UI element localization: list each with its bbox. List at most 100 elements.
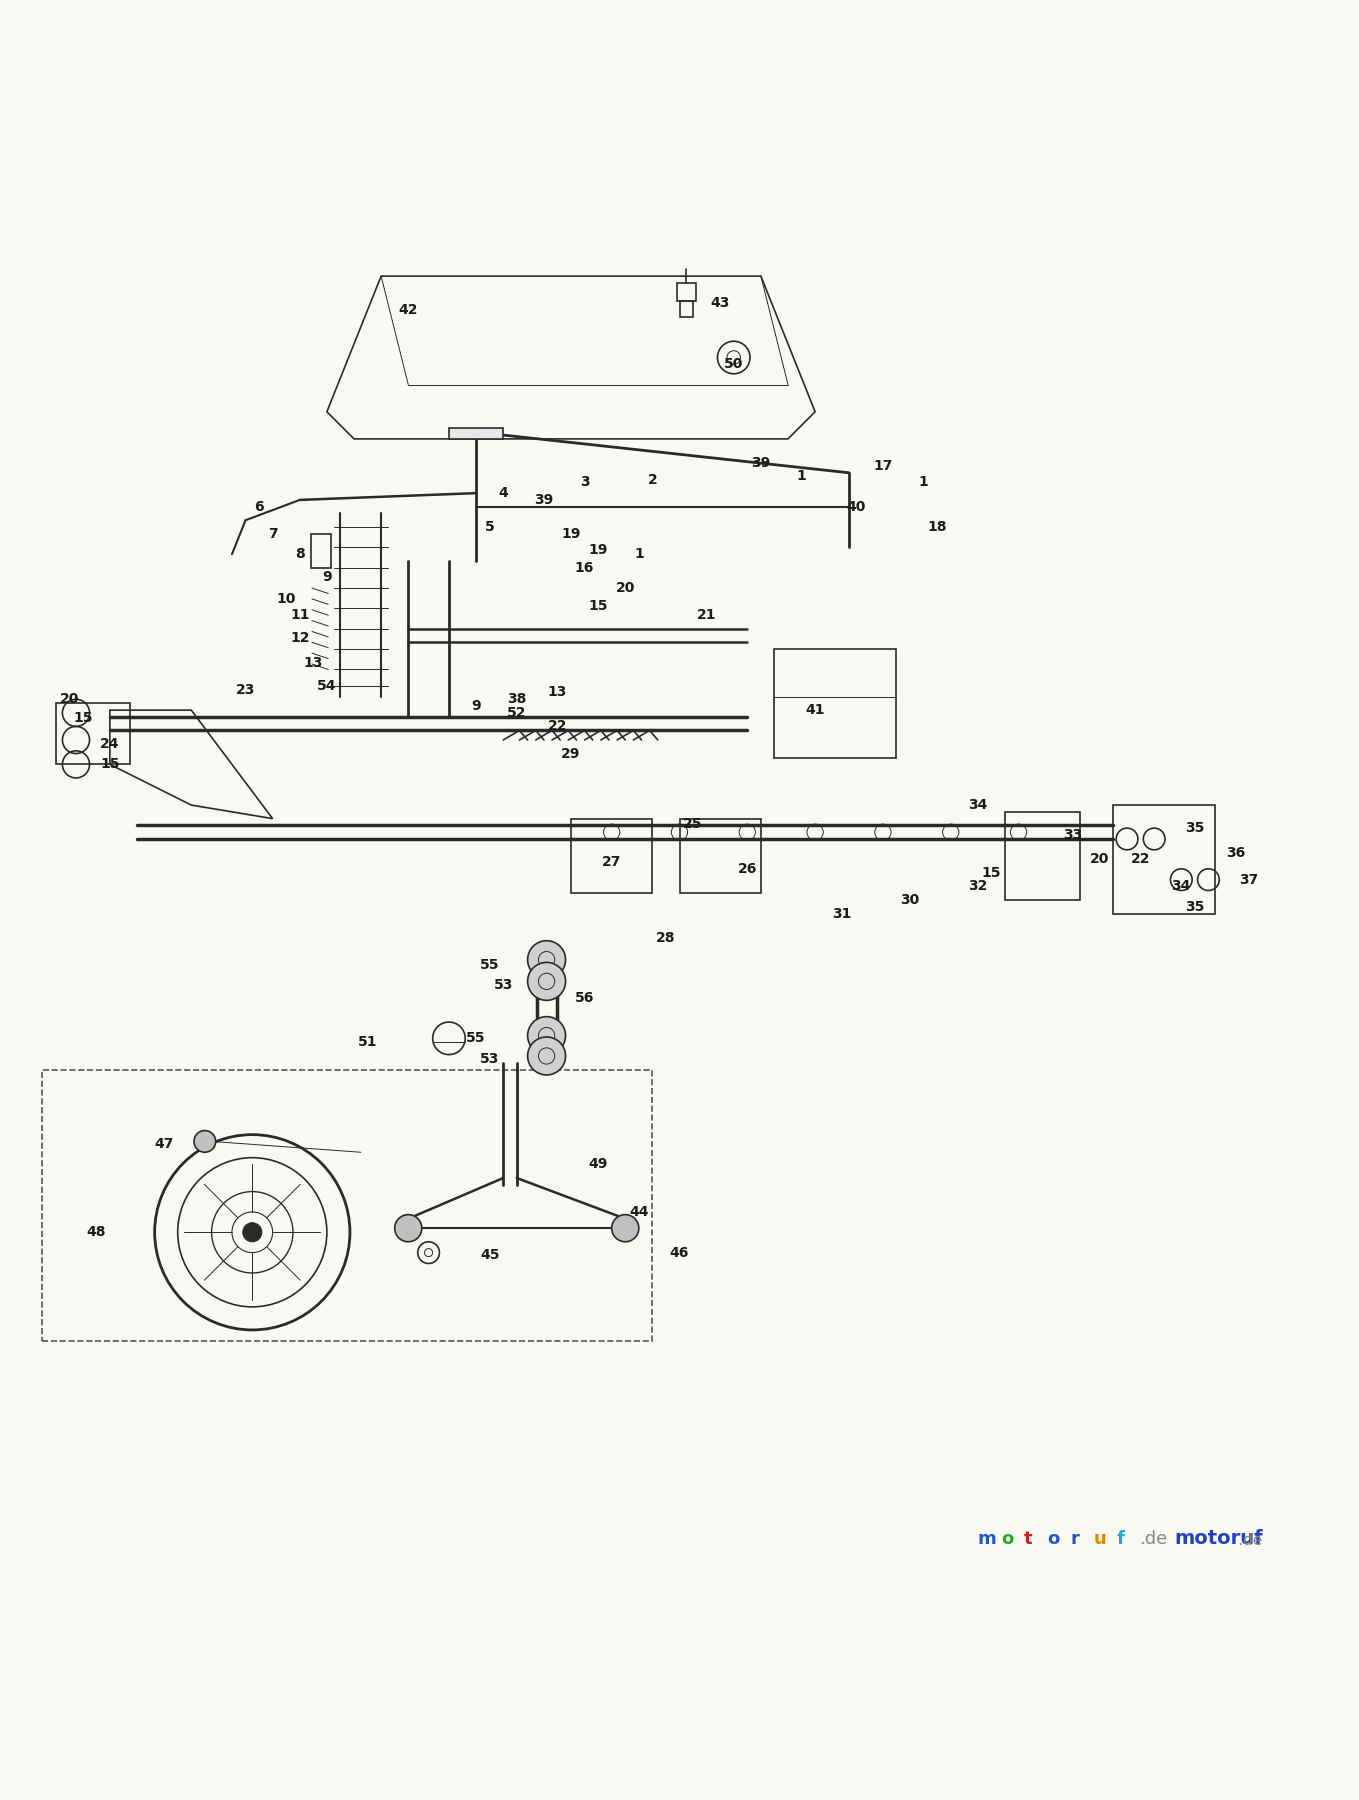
Text: 10: 10 xyxy=(276,592,296,607)
Circle shape xyxy=(394,1215,421,1242)
Bar xyxy=(1113,805,1215,914)
Text: 15: 15 xyxy=(981,866,1002,880)
Text: 36: 36 xyxy=(1226,846,1245,860)
Text: 15: 15 xyxy=(73,711,92,725)
Text: 38: 38 xyxy=(507,693,526,706)
Text: motoruf: motoruf xyxy=(1174,1530,1263,1548)
Text: f: f xyxy=(1116,1530,1124,1548)
Text: u: u xyxy=(1093,1530,1106,1548)
Bar xyxy=(311,535,332,567)
Text: 35: 35 xyxy=(1185,821,1204,835)
Text: 17: 17 xyxy=(874,459,893,473)
Text: 5: 5 xyxy=(485,520,495,535)
Text: 19: 19 xyxy=(588,544,607,556)
Text: 19: 19 xyxy=(561,527,580,540)
Bar xyxy=(56,704,130,765)
Text: 13: 13 xyxy=(548,686,567,700)
Text: 4: 4 xyxy=(499,486,508,500)
Text: 9: 9 xyxy=(322,571,332,585)
Text: 23: 23 xyxy=(236,682,255,697)
Text: 41: 41 xyxy=(806,704,825,716)
Bar xyxy=(677,283,696,301)
Circle shape xyxy=(612,1215,639,1242)
Bar xyxy=(1006,812,1079,900)
Text: m: m xyxy=(978,1530,996,1548)
Circle shape xyxy=(527,963,565,1001)
Text: .de: .de xyxy=(1139,1530,1167,1548)
Text: 22: 22 xyxy=(548,720,567,733)
Text: 13: 13 xyxy=(303,655,323,670)
Circle shape xyxy=(527,941,565,979)
Bar xyxy=(680,301,693,317)
Circle shape xyxy=(527,1037,565,1075)
Text: o: o xyxy=(1046,1530,1059,1548)
Text: 39: 39 xyxy=(534,493,553,508)
Circle shape xyxy=(194,1130,216,1152)
Text: r: r xyxy=(1070,1530,1079,1548)
Text: 39: 39 xyxy=(752,455,771,470)
Text: .de: .de xyxy=(1204,1534,1263,1548)
Text: 26: 26 xyxy=(738,862,757,877)
Text: 12: 12 xyxy=(289,632,310,644)
Text: 11: 11 xyxy=(289,608,310,623)
Text: o: o xyxy=(1002,1530,1014,1548)
Circle shape xyxy=(243,1222,262,1242)
Bar xyxy=(571,819,652,893)
Text: 20: 20 xyxy=(1090,853,1109,866)
Text: 43: 43 xyxy=(711,297,730,310)
Bar xyxy=(448,428,503,439)
Text: 2: 2 xyxy=(647,473,658,486)
Text: 1: 1 xyxy=(919,475,928,490)
Text: 9: 9 xyxy=(472,698,481,713)
Text: 53: 53 xyxy=(480,1051,499,1066)
Text: 1: 1 xyxy=(633,547,644,562)
Text: 52: 52 xyxy=(507,706,526,720)
Text: 29: 29 xyxy=(561,747,580,761)
Text: 28: 28 xyxy=(656,931,675,945)
Text: 47: 47 xyxy=(155,1138,174,1152)
Text: 33: 33 xyxy=(1063,828,1082,842)
Text: 37: 37 xyxy=(1239,873,1258,887)
Text: 20: 20 xyxy=(60,693,79,706)
Text: 51: 51 xyxy=(357,1035,378,1049)
Text: 15: 15 xyxy=(588,599,607,612)
Text: 27: 27 xyxy=(602,855,621,869)
Text: 34: 34 xyxy=(968,797,988,812)
Text: 24: 24 xyxy=(101,736,120,751)
Text: 50: 50 xyxy=(724,356,743,371)
Text: 46: 46 xyxy=(670,1246,689,1260)
Text: 54: 54 xyxy=(317,679,337,693)
Text: 55: 55 xyxy=(466,1031,485,1046)
Text: 48: 48 xyxy=(87,1226,106,1238)
Text: 34: 34 xyxy=(1171,880,1190,893)
Text: 45: 45 xyxy=(480,1249,499,1262)
Text: 42: 42 xyxy=(398,302,419,317)
Text: 32: 32 xyxy=(968,880,988,893)
Text: 40: 40 xyxy=(847,500,866,513)
Text: 3: 3 xyxy=(580,475,590,490)
Text: 20: 20 xyxy=(616,581,635,596)
Text: 18: 18 xyxy=(927,520,947,535)
Circle shape xyxy=(527,1017,565,1055)
Text: 56: 56 xyxy=(575,990,594,1004)
Text: 22: 22 xyxy=(1131,853,1150,866)
Text: 7: 7 xyxy=(268,527,277,540)
Text: 8: 8 xyxy=(295,547,304,562)
Bar xyxy=(680,819,761,893)
Text: 25: 25 xyxy=(684,817,703,832)
Text: 30: 30 xyxy=(901,893,920,907)
Text: 55: 55 xyxy=(480,958,499,972)
Bar xyxy=(775,650,897,758)
Text: 49: 49 xyxy=(588,1157,607,1172)
Text: 1: 1 xyxy=(796,468,806,482)
Text: 31: 31 xyxy=(833,907,852,920)
Bar xyxy=(42,1069,652,1341)
Text: 53: 53 xyxy=(493,979,512,992)
Text: t: t xyxy=(1023,1530,1033,1548)
Text: 6: 6 xyxy=(254,500,264,513)
Text: 16: 16 xyxy=(575,562,594,574)
Text: 44: 44 xyxy=(629,1204,648,1219)
Text: 15: 15 xyxy=(101,758,120,772)
Text: 35: 35 xyxy=(1185,900,1204,914)
Text: 21: 21 xyxy=(697,608,716,623)
